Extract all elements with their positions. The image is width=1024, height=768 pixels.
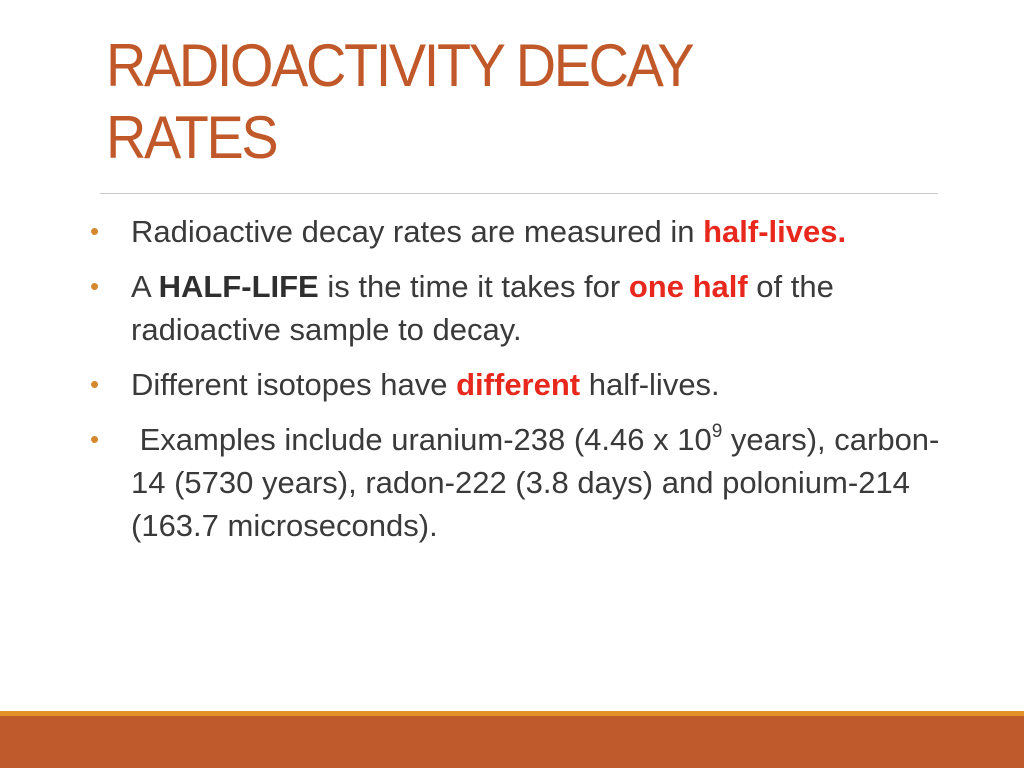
bullet-item-half-life-definition: • A HALF-LIFE is the time it takes for o… xyxy=(86,265,946,351)
slide-title: RADIOACTIVITY DECAY RATES xyxy=(106,30,869,174)
footer-band xyxy=(0,716,1024,768)
bullet-text: years), carbon-14 (5730 years), radon-22… xyxy=(131,422,940,543)
footer-accent-line xyxy=(0,711,1024,716)
bullet-dot-icon: • xyxy=(90,271,100,301)
bullet-item-different-isotopes: • Different isotopes have different half… xyxy=(86,363,946,406)
highlight-half-lives: half-lives. xyxy=(703,214,847,249)
slide-title-line-1: RADIOACTIVITY DECAY xyxy=(106,32,695,99)
bullet-text: Examples include uranium-238 (4.46 x 10 xyxy=(131,422,712,457)
slide-title-line-2: RATES xyxy=(106,104,279,171)
bullet-list: • Radioactive decay rates are measured i… xyxy=(86,210,946,559)
bullet-text: of the radioactive sample to decay. xyxy=(131,269,834,347)
bullet-text: is the time it takes for xyxy=(318,269,629,304)
bullet-text: A xyxy=(131,269,159,304)
bullet-dot-icon: • xyxy=(90,216,100,246)
bullet-text: Different isotopes have xyxy=(131,367,457,402)
bullet-dot-icon: • xyxy=(90,424,100,454)
highlight-different: different xyxy=(456,367,581,402)
bullet-text: half-lives. xyxy=(580,367,720,402)
highlight-one-half: one half xyxy=(628,269,748,304)
bullet-item-examples: • Examples include uranium-238 (4.46 x 1… xyxy=(86,418,946,547)
bullet-text: Radioactive decay rates are measured in xyxy=(131,214,704,249)
bold-half-life: HALF-LIFE xyxy=(158,269,319,304)
bullet-item-half-lives: • Radioactive decay rates are measured i… xyxy=(86,210,946,253)
bullet-dot-icon: • xyxy=(90,369,100,399)
title-divider xyxy=(100,193,938,194)
superscript-exponent: 9 xyxy=(711,420,723,442)
